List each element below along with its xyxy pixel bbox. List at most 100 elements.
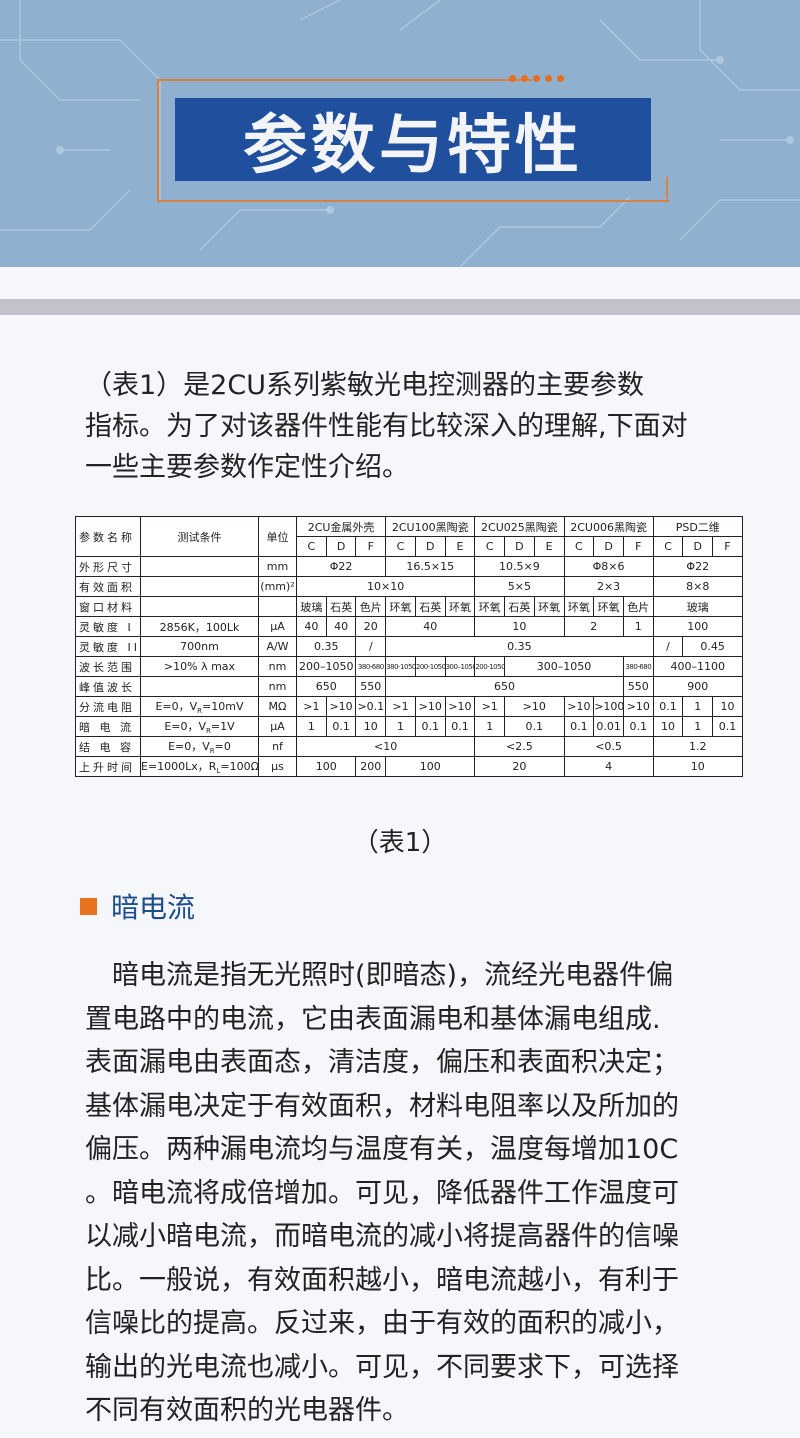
header-subcol: D xyxy=(682,536,714,557)
param-name: 上升时间 xyxy=(75,756,141,777)
table-row: 暗 电 流 E=0，VR=1V μA 1 0.1 10 1 0.1 0.1 1 0.1 0.1 0.01… xyxy=(75,716,743,737)
table-cell: 0.1 xyxy=(712,716,743,737)
param-name: 灵敏度 I xyxy=(75,616,141,637)
dots-decoration xyxy=(509,75,564,82)
test-condition xyxy=(140,556,259,577)
circuit-pattern xyxy=(0,0,800,267)
table-cell: 380-1050 xyxy=(385,656,416,677)
unit: nf xyxy=(258,736,297,757)
unit: nm xyxy=(258,656,297,677)
header-subcol: F xyxy=(622,536,654,557)
table-cell: 0.1 xyxy=(444,716,476,737)
table-cell: >10 xyxy=(444,696,476,717)
table-cell: 环氧 xyxy=(444,596,476,617)
table-row: 外形尺寸 mm Φ22 16.5×15 10.5×9 Φ8×6 Φ22 xyxy=(75,556,743,577)
table-cell: 1.2 xyxy=(652,736,743,757)
header-subcol: C xyxy=(296,536,327,557)
table-cell: 0.1 xyxy=(622,716,654,737)
table-cell: 1 xyxy=(296,716,327,737)
table-header-row: 参数名称 测试条件 单位 2CU金属外壳 2CU100黑陶瓷 2CU025黑陶瓷 2CU00… xyxy=(75,516,743,557)
table-caption: （表1） xyxy=(352,828,448,858)
table-cell: 0.01 xyxy=(593,716,624,737)
header-param: 参数名称 xyxy=(75,516,141,557)
table-cell: 0.1 xyxy=(563,716,595,737)
header-subcol: F xyxy=(712,536,743,557)
table-cell: Φ8×6 xyxy=(563,556,654,577)
table-row: 分流电阻 E=0，VR=10mV MΩ >1 >10 >0.1 >1 >10 >10 >1 >10 >… xyxy=(75,696,743,717)
unit: (mm)² xyxy=(258,576,297,597)
header-group: 2CU金属外壳 xyxy=(295,516,387,537)
frame-line xyxy=(666,177,668,199)
table-cell: >1 xyxy=(385,696,416,717)
page-title: 参数与特性 xyxy=(243,108,583,183)
table-cell: 2 xyxy=(563,616,624,637)
header-group: 2CU100黑陶瓷 xyxy=(385,516,476,537)
table-cell: 100 xyxy=(652,616,743,637)
text-line: 置电路中的电流，它由表面漏电和基体漏电组成. xyxy=(85,1003,661,1035)
table-cell: 1 xyxy=(682,716,714,737)
table-cell: 10 xyxy=(652,756,743,777)
table-cell: Φ22 xyxy=(652,556,743,577)
section-title: 暗电流 xyxy=(111,891,196,924)
table-row: 灵敏度 I 2856K，100Lk μA 40 40 20 40 10 2 1 100 xyxy=(75,616,743,637)
unit: μs xyxy=(258,756,297,777)
header-subcol: D xyxy=(414,536,446,557)
unit: μA xyxy=(258,616,297,637)
table-cell: 石英 xyxy=(414,596,446,617)
table-cell: 环氧 xyxy=(474,596,506,617)
table-cell: 1 xyxy=(622,616,654,637)
test-condition: >10% λ max xyxy=(140,656,259,677)
text-line: 不同有效面积的光电器件。 xyxy=(85,1395,409,1426)
test-condition xyxy=(140,576,259,597)
section-heading: 暗电流 xyxy=(80,886,195,926)
unit: A/W xyxy=(258,636,297,657)
param-name: 波长范围 xyxy=(75,656,141,677)
test-condition xyxy=(140,596,259,617)
test-condition: E=0，VR=1V xyxy=(140,716,259,737)
text-line: 。暗电流将成倍增加。可见，降低器件工作温度可 xyxy=(85,1177,679,1209)
table-cell: >1 xyxy=(296,696,327,717)
table-cell: 0.35 xyxy=(385,636,654,657)
table-cell: 40 xyxy=(296,616,327,637)
table-cell: 0.1 xyxy=(325,716,357,737)
table-cell: 色片 xyxy=(355,596,387,617)
table-cell: >10 xyxy=(563,696,595,717)
frame-line xyxy=(157,79,532,81)
table-cell: 石英 xyxy=(504,596,535,617)
table-cell: 10.5×9 xyxy=(474,556,565,577)
table-cell: 玻璃 xyxy=(296,596,327,617)
text-line: 表面漏电由表面态，清洁度，偏压和表面积决定； xyxy=(85,1047,679,1078)
header-condition: 测试条件 xyxy=(140,516,259,557)
unit xyxy=(258,596,297,617)
table-row: 窗口材料 玻璃 石英 色片 环氧 石英 环氧 环氧 石英 环氧 环氧 环氧 色片 玻璃 xyxy=(75,596,743,617)
table-cell: 100 xyxy=(295,756,357,777)
header-subcol: C xyxy=(474,536,506,557)
unit: mm xyxy=(258,556,297,577)
table-cell: >10 xyxy=(414,696,446,717)
table-cell: / xyxy=(355,636,387,657)
table-cell: 环氧 xyxy=(563,596,595,617)
table-cell: 石英 xyxy=(325,596,357,617)
table-cell: 10×10 xyxy=(295,576,476,597)
table-cell: 380-680 xyxy=(622,656,654,677)
table-cell: 2×3 xyxy=(563,576,654,597)
table-cell: 0.35 xyxy=(295,636,357,657)
header-subcol: D xyxy=(593,536,624,557)
table-cell: <0.5 xyxy=(563,736,654,757)
test-condition: E=0，VR=0 xyxy=(140,736,259,757)
header-group: PSD二维 xyxy=(652,516,743,537)
table-cell: Φ22 xyxy=(295,556,387,577)
header-subcol: E xyxy=(533,536,565,557)
table-cell: 环氧 xyxy=(593,596,624,617)
test-condition: E=1000Lx，RL=100Ω xyxy=(140,756,259,777)
table-cell: 色片 xyxy=(622,596,654,617)
table-cell: 200-1050 xyxy=(414,656,446,677)
table-cell: <10 xyxy=(295,736,476,757)
text-line: 暗电流是指无光照时(即暗态)，流经光电器件偏 xyxy=(85,960,674,991)
unit: nm xyxy=(258,676,297,697)
param-name: 外形尺寸 xyxy=(75,556,141,577)
text-line: 比。一般说，有效面积越小，暗电流越小，有利于 xyxy=(85,1264,679,1296)
table-cell: 400–1100 xyxy=(652,656,743,677)
table-row: 波长范围 >10% λ max nm 200–1050 380-680 380-1050 2… xyxy=(75,656,743,677)
